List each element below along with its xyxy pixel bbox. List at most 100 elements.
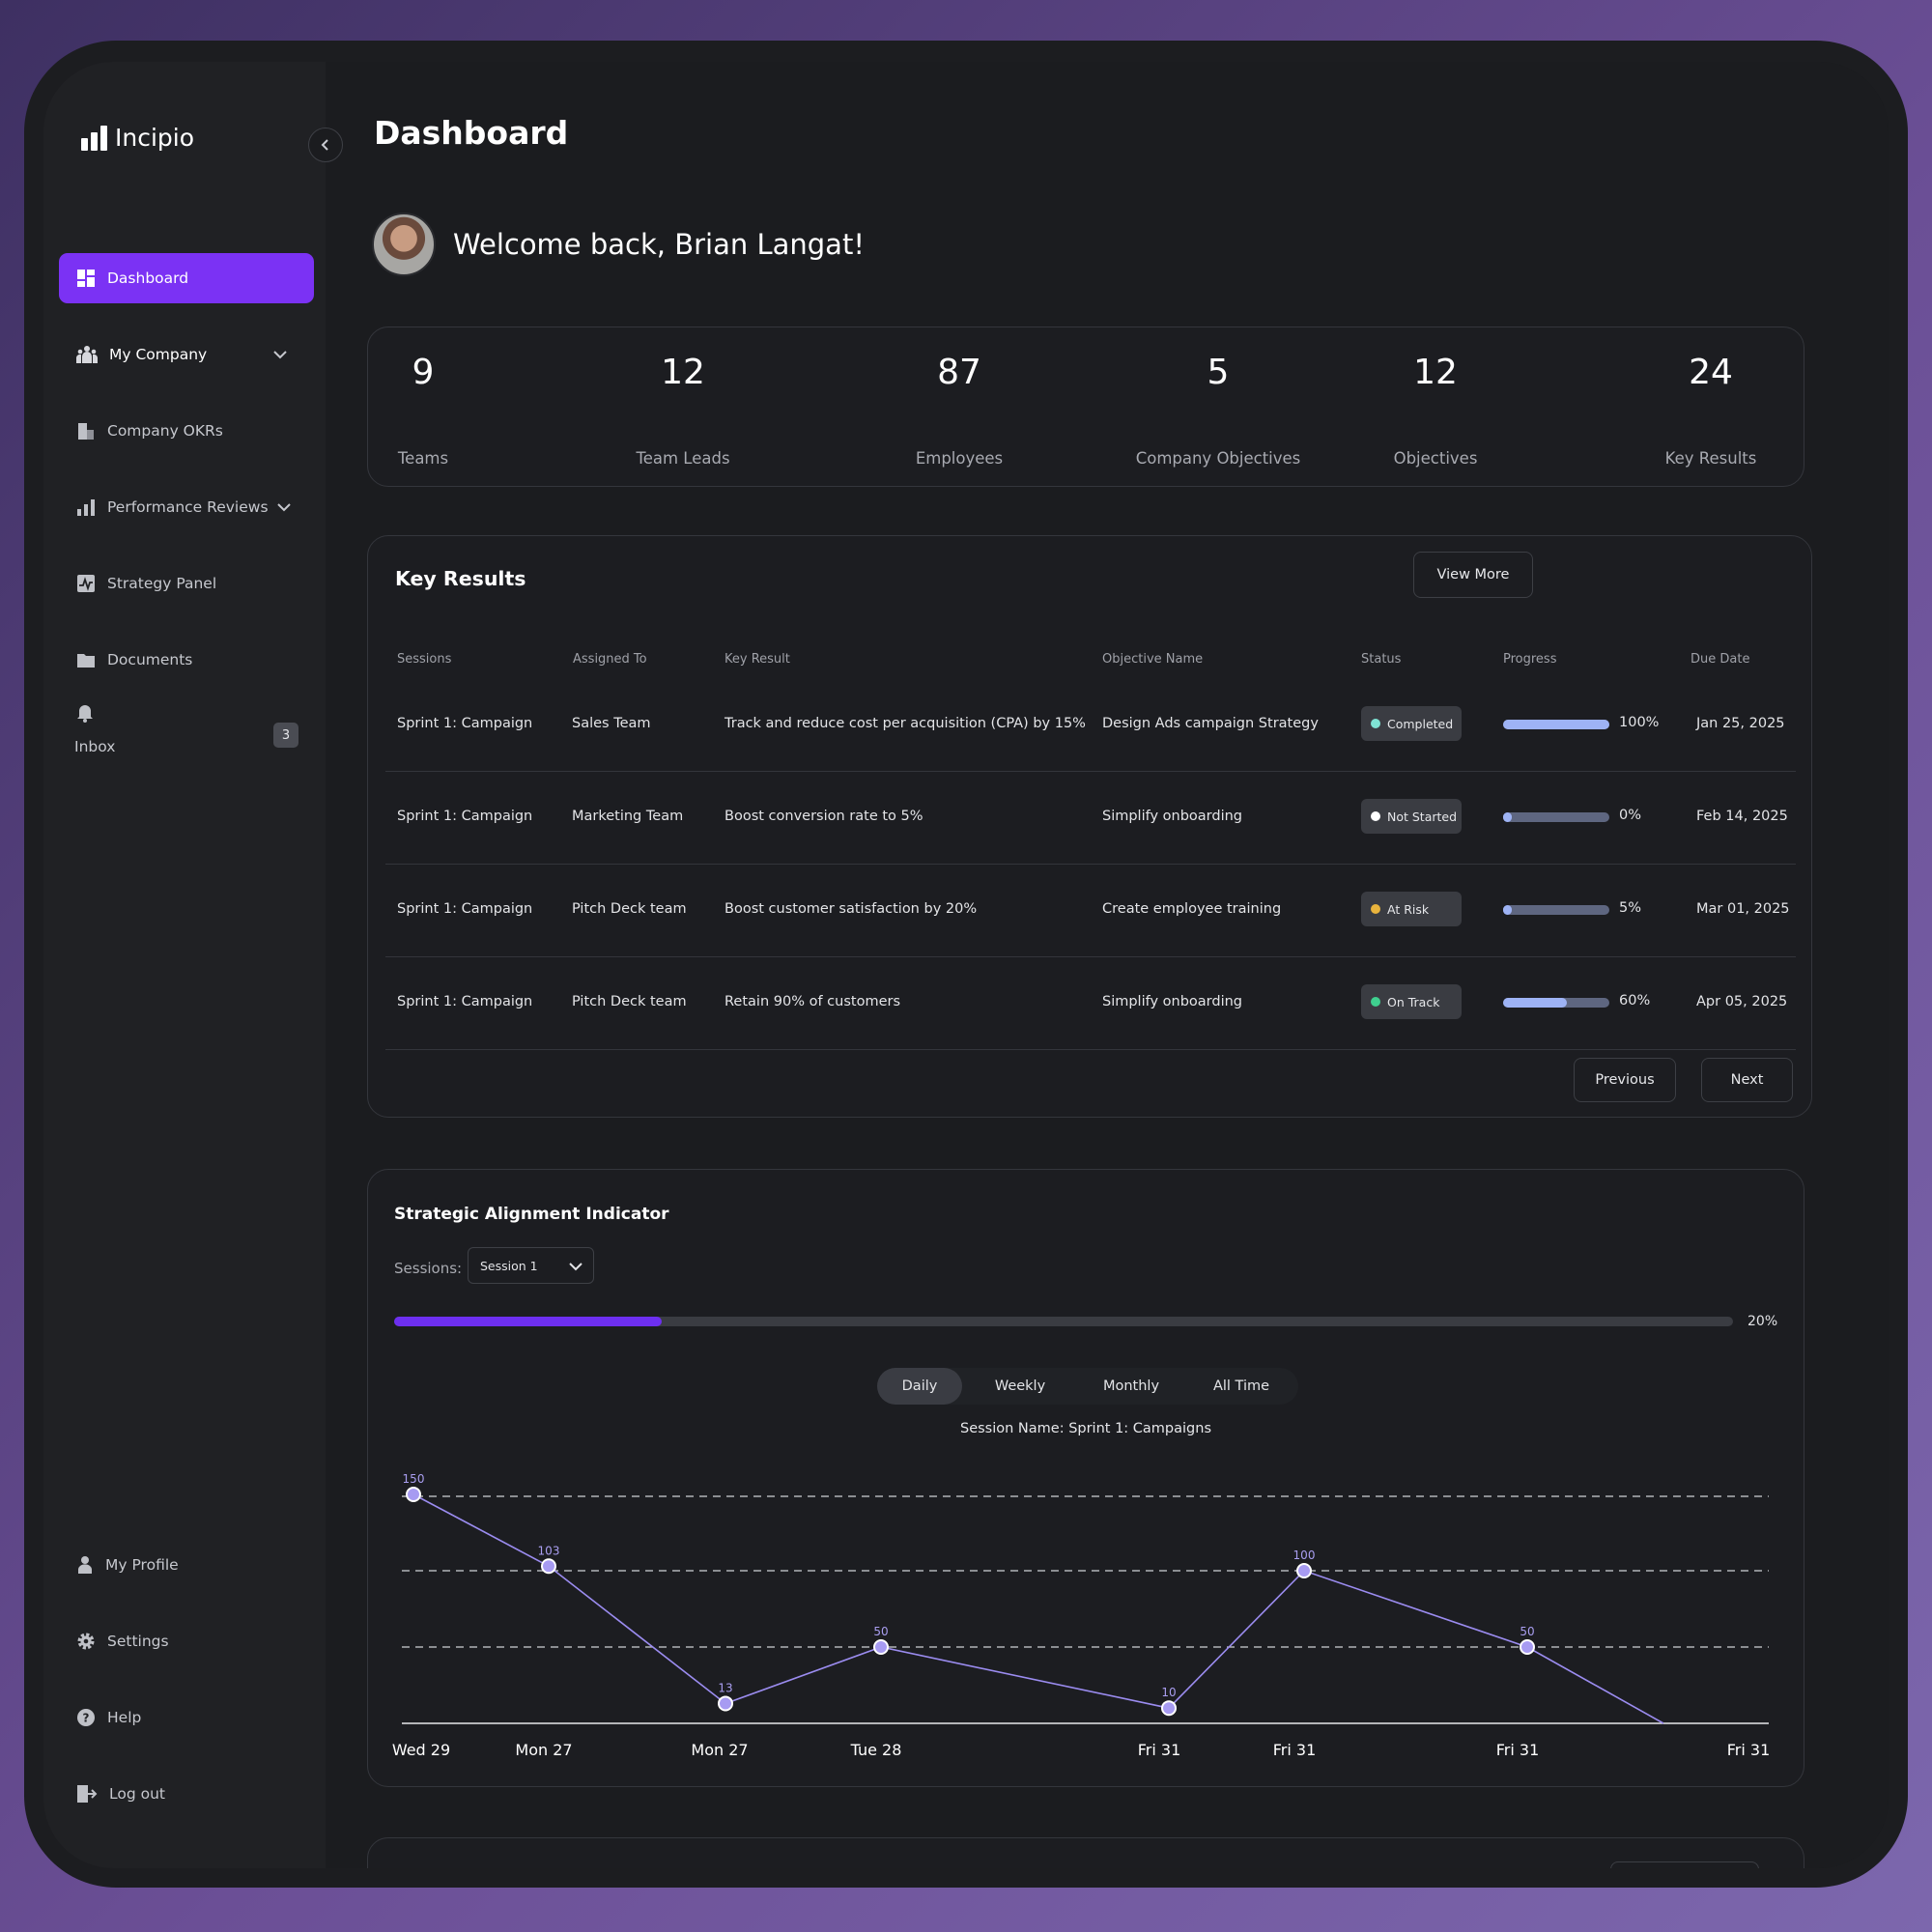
tab-monthly[interactable]: Monthly: [1102, 1378, 1160, 1394]
stat-value: 87: [937, 353, 981, 392]
x-tick-label: Fri 31: [1496, 1741, 1540, 1759]
data-point: [873, 1639, 889, 1655]
progress-fill: [1503, 905, 1512, 915]
column-header: Objective Name: [1102, 652, 1204, 667]
status-dot: [1371, 997, 1380, 1007]
sidebar-item-label: Help: [107, 1709, 142, 1726]
data-point: [1296, 1563, 1312, 1578]
x-tick-label: Wed 29: [392, 1741, 450, 1759]
sidebar-item-label: My Company: [109, 346, 208, 363]
gear-icon: [77, 1633, 95, 1650]
people-icon: [76, 346, 98, 363]
collapse-sidebar-button[interactable]: [308, 128, 343, 162]
key-results-card: Key Results View More Sessions Assigned …: [367, 535, 1812, 1118]
sidebar-item-documents[interactable]: Documents: [59, 635, 314, 685]
sidebar-item-logout[interactable]: Log out: [59, 1769, 314, 1819]
stat-value: 12: [1413, 353, 1458, 392]
column-header: Progress: [1503, 652, 1557, 667]
cell-assigned-to: Sales Team: [572, 716, 651, 731]
tab-weekly[interactable]: Weekly: [994, 1378, 1046, 1394]
cell-objective-name: Design Ads campaign Strategy: [1102, 716, 1319, 731]
status-badge: Not Started: [1361, 799, 1462, 834]
sidebar-item-performance-reviews[interactable]: Performance Reviews: [59, 482, 314, 532]
x-tick-label: Fri 31: [1727, 1741, 1771, 1759]
column-header: Assigned To: [573, 652, 647, 667]
cell-objective-name: Simplify onboarding: [1102, 994, 1243, 1009]
status-badge: At Risk: [1361, 892, 1462, 926]
activity-icon: [77, 575, 95, 592]
progress-fill: [1503, 720, 1609, 729]
stat-employees: 87 Employees: [882, 327, 1037, 486]
alignment-progress-bar: [394, 1317, 1733, 1326]
data-label: 100: [1293, 1548, 1316, 1562]
building-icon: [78, 423, 94, 440]
column-header: Sessions: [397, 652, 452, 667]
table-row[interactable]: Sprint 1: Campaign Marketing Team Boost co…: [385, 772, 1796, 865]
table-row[interactable]: Sprint 1: Campaign Sales Team Track and re…: [385, 679, 1796, 772]
progress-bar: [1503, 720, 1609, 729]
cell-due-date: Apr 05, 2025: [1696, 994, 1788, 1009]
app-window: Incipio Dashboard My Company Company OKR…: [43, 62, 1889, 1868]
stat-label: Objectives: [1393, 449, 1478, 468]
sidebar-item-help[interactable]: ? Help: [59, 1692, 314, 1743]
logout-icon: [77, 1785, 98, 1803]
stats-card: 9 Teams 12 Team Leads 87 Employees 5 Com…: [367, 327, 1804, 487]
x-tick-label: Fri 31: [1273, 1741, 1317, 1759]
cell-session: Sprint 1: Campaign: [397, 994, 533, 1009]
sidebar-item-my-profile[interactable]: My Profile: [59, 1540, 314, 1590]
stat-value: 5: [1207, 353, 1230, 392]
session-select[interactable]: Session 1: [468, 1247, 594, 1284]
status-label: Completed: [1387, 716, 1454, 731]
progress-fill: [1503, 812, 1512, 822]
chevron-down-icon: [569, 1263, 582, 1271]
app-logo[interactable]: Incipio: [81, 124, 194, 152]
chevron-down-icon[interactable]: [271, 346, 289, 363]
sidebar-item-strategy-panel[interactable]: Strategy Panel: [59, 558, 314, 609]
status-label: Not Started: [1387, 809, 1458, 824]
view-more-button[interactable]: View More: [1413, 552, 1533, 598]
cell-assigned-to: Pitch Deck team: [572, 994, 687, 1009]
data-label: 103: [538, 1544, 560, 1557]
cell-objective-name: Create employee training: [1102, 901, 1282, 917]
cell-key-result: Track and reduce cost per acquisition (C…: [724, 716, 1086, 731]
table-row[interactable]: Sprint 1: Campaign Pitch Deck team Retain …: [385, 957, 1796, 1050]
sidebar-item-settings[interactable]: Settings: [59, 1616, 314, 1666]
sidebar-item-my-company[interactable]: My Company: [59, 329, 314, 380]
progress-percent: 100%: [1619, 715, 1660, 730]
sidebar-item-inbox[interactable]: Inbox: [74, 738, 116, 755]
status-badge: Completed: [1361, 706, 1462, 741]
progress-fill: [1503, 998, 1567, 1008]
page-title: Dashboard: [374, 114, 569, 152]
card-action-button[interactable]: [1610, 1861, 1759, 1868]
tab-all-time[interactable]: All Time: [1212, 1378, 1270, 1394]
welcome-text: Welcome back, Brian Langat!: [453, 228, 865, 261]
sidebar-item-company-okrs[interactable]: Company OKRs: [59, 406, 314, 456]
avatar[interactable]: [372, 213, 436, 276]
stat-value: 9: [412, 353, 435, 392]
tab-daily[interactable]: Daily: [877, 1368, 962, 1405]
chevron-down-icon[interactable]: [275, 498, 293, 516]
previous-button[interactable]: Previous: [1574, 1058, 1676, 1102]
column-header: Due Date: [1690, 652, 1750, 667]
sidebar-item-label: My Profile: [105, 1556, 179, 1574]
data-label: 50: [873, 1625, 888, 1638]
series-line: [412, 1493, 1664, 1724]
data-point: [541, 1558, 556, 1575]
x-tick-label: Mon 27: [515, 1741, 572, 1759]
line-chart: 150 103 13 50 10 100 50 Wed 29 Mon 27 Mon 27 Tue 2…: [392, 1472, 1771, 1759]
sidebar-item-dashboard[interactable]: Dashboard: [59, 253, 314, 303]
user-icon: [78, 1556, 92, 1574]
strategic-alignment-card: Strategic Alignment Indicator Sessions: …: [367, 1169, 1804, 1787]
stat-label: Key Results: [1664, 449, 1757, 468]
bell-icon[interactable]: [76, 703, 94, 723]
key-results-table: Sessions Assigned To Key Result Objectiv…: [385, 642, 1796, 1050]
table-row[interactable]: Sprint 1: Campaign Pitch Deck team Boost c…: [385, 865, 1796, 957]
main-content: Dashboard Welcome back, Brian Langat! 9 …: [326, 62, 1889, 1868]
cell-assigned-to: Marketing Team: [572, 809, 684, 824]
session-select-value: Session 1: [480, 1258, 538, 1273]
status-dot: [1371, 904, 1380, 914]
welcome-banner: Welcome back, Brian Langat!: [372, 213, 865, 276]
data-label: 10: [1161, 1686, 1176, 1699]
next-button[interactable]: Next: [1701, 1058, 1793, 1102]
cell-due-date: Jan 25, 2025: [1696, 716, 1785, 731]
